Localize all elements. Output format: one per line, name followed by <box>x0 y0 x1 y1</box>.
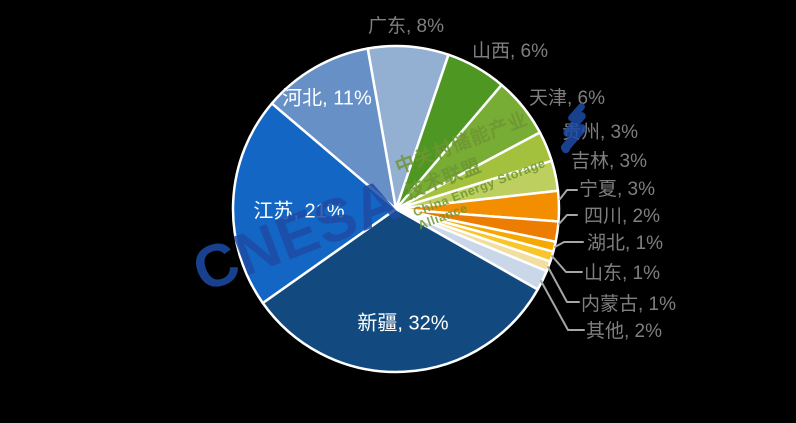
slice-label-宁夏: 宁夏, 3% <box>579 179 656 200</box>
slice-label-贵州: 贵州, 3% <box>562 122 639 143</box>
pie-slice-江苏 <box>231 102 398 305</box>
slice-label-山西: 山西, 6% <box>472 41 549 62</box>
pie-slice-新疆 <box>261 207 539 374</box>
slice-label-江苏: 江苏, 21% <box>253 200 345 223</box>
slice-label-河北: 河北, 11% <box>282 87 372 110</box>
slice-label-四川: 四川, 2% <box>584 206 661 227</box>
leader-line-山东 <box>551 255 583 273</box>
slice-label-山东: 山东, 1% <box>584 263 661 284</box>
slice-label-天津: 天津, 6% <box>529 88 606 109</box>
slice-label-吉林: 吉林, 3% <box>571 151 648 172</box>
slice-label-内蒙古: 内蒙古, 1% <box>581 294 677 315</box>
slice-label-新疆: 新疆, 32% <box>357 312 449 335</box>
leader-line-其他 <box>540 280 585 331</box>
leader-line-四川 <box>558 214 578 225</box>
slice-label-湖北: 湖北, 1% <box>587 233 664 254</box>
leader-line-内蒙古 <box>547 266 580 303</box>
pie-slice-河北 <box>270 47 398 211</box>
slice-label-广东: 广东, 8% <box>368 16 445 37</box>
leader-line-湖北 <box>554 241 584 248</box>
leader-line-宁夏 <box>559 189 578 200</box>
slice-label-其他: 其他, 2% <box>586 321 663 342</box>
